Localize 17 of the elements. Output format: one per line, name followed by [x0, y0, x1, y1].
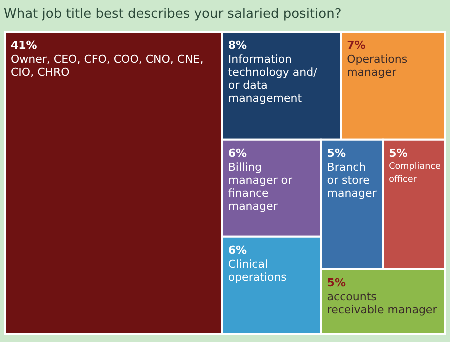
data-label: 6% — [228, 146, 248, 160]
category-label: Operations manager — [347, 53, 408, 79]
data-label: 6% — [228, 244, 248, 257]
category-label: accounts receivable manager — [327, 290, 438, 316]
category-label: Information technology and/ or data management — [228, 53, 318, 105]
text: What job title best describes your salaried position? — [4, 7, 342, 22]
data-label: 5% — [327, 276, 346, 290]
category-label: Billing manager or finance manager — [228, 160, 294, 213]
data-label: 41% — [11, 39, 38, 52]
data-label: 8% — [228, 39, 248, 52]
data-label: 5% — [389, 146, 408, 160]
category-label: Compliance officer — [389, 162, 441, 185]
data-label: 5% — [327, 146, 346, 160]
category-label: Branch or store manager — [327, 160, 378, 200]
data-label: 7% — [347, 39, 366, 52]
category-label: Owner, CEO, CFO, COO, CNO, CNE, CIO, CHRO — [11, 53, 204, 79]
category-label: Clinical operations — [228, 258, 288, 284]
